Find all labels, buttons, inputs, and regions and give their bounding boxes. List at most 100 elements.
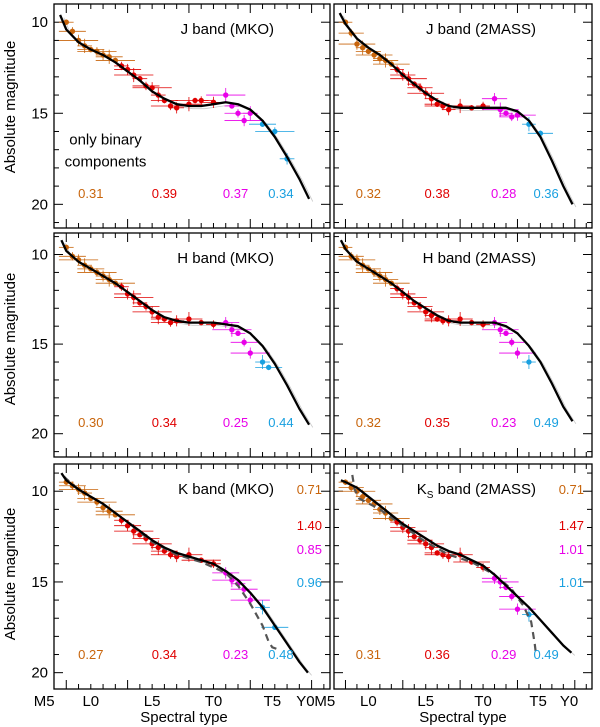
rms-label-right: 0.96 <box>297 575 322 590</box>
data-point <box>206 87 246 103</box>
point-marker <box>167 319 174 326</box>
rms-label-bottom: 0.44 <box>268 415 293 430</box>
data-point <box>522 355 536 370</box>
rms-label-bottom: 0.25 <box>223 415 248 430</box>
panel-6: M5 L0 L5 T0 T5 Y0 KS band (2MASS) 0.31 0.36 0.29 0… <box>314 463 593 710</box>
data-point <box>499 347 536 359</box>
data-point <box>169 102 185 114</box>
data-point <box>212 567 240 579</box>
point-marker <box>514 350 521 356</box>
point-marker <box>265 364 272 371</box>
point-marker <box>241 339 247 346</box>
rms-label-bottom: 0.34 <box>152 415 177 430</box>
panel-1: 10 15 20 J band (MKO) only binary components 0… <box>31 3 331 229</box>
point-marker <box>167 103 174 109</box>
data-point <box>230 338 258 347</box>
x-tick-label: T0 <box>205 693 223 710</box>
point-marker <box>497 327 503 333</box>
rms-label-bottom: 0.34 <box>268 186 293 201</box>
panel-title: K band (MKO) <box>178 481 274 498</box>
y-tick-label: 15 <box>31 105 48 122</box>
rms-label-right: 0.71 <box>297 482 322 497</box>
polynomial-fit-curve <box>338 12 574 205</box>
y-tick-label: 10 <box>31 247 48 264</box>
point-marker <box>509 593 515 600</box>
polynomial-fit-curve <box>339 239 574 422</box>
rms-label-right: 1.01 <box>559 542 584 557</box>
point-marker <box>167 552 174 558</box>
data-point <box>424 550 450 556</box>
point-marker <box>235 110 241 116</box>
x-tick-label: L5 <box>417 693 434 710</box>
polynomial-fit-curve <box>340 479 573 654</box>
data-point <box>255 127 295 136</box>
rms-label-bottom: 0.32 <box>356 186 381 201</box>
rms-label-bottom: 0.32 <box>356 415 381 430</box>
rms-label-bottom: 0.34 <box>152 647 177 662</box>
rms-label-bottom: 0.49 <box>533 415 558 430</box>
x-tick-label: T0 <box>474 693 492 710</box>
polynomial-fit-curve <box>60 472 309 674</box>
point-marker <box>186 316 192 322</box>
point-marker <box>503 110 509 116</box>
data-point <box>193 96 209 105</box>
rms-label-bottom: 0.30 <box>78 415 103 430</box>
panel-5: 10 15 20 M5 L0 L5 T0 T5 Y0 K band (MKO) 0.27 0.34 0.… <box>31 463 331 710</box>
panel-title: H band (2MASS) <box>423 250 536 267</box>
panel-3: 10 15 20 H band (MKO) 0.30 0.34 0.25 0.44 <box>31 232 331 458</box>
data-point <box>230 330 246 337</box>
x-tick-label: Y0 <box>296 693 314 710</box>
x-tick-label: M5 <box>314 693 335 710</box>
panel-title: KS band (2MASS) <box>417 481 536 501</box>
rms-label-bottom: 0.48 <box>268 647 293 662</box>
y-axis-label-middle: Absolute magnitude <box>2 273 19 406</box>
point-marker <box>241 117 247 124</box>
x-tick-label: L5 <box>144 693 161 710</box>
x-tick-label: T5 <box>264 693 282 710</box>
rms-label-right: 1.40 <box>297 518 322 533</box>
panel-frame <box>53 3 331 229</box>
rms-label-bottom: 0.23 <box>223 647 248 662</box>
panel-4: H band (2MASS) 0.32 0.35 0.23 0.49 <box>333 232 593 458</box>
rms-label-right: 0.85 <box>297 542 322 557</box>
point-marker <box>509 339 515 346</box>
annotation-text: only binary <box>69 132 142 149</box>
point-marker <box>503 330 509 337</box>
point-marker <box>272 128 278 135</box>
annotation-text: components <box>65 153 147 170</box>
y-tick-label: 20 <box>31 196 48 213</box>
data-point <box>499 592 525 601</box>
rms-label-bottom: 0.28 <box>491 186 516 201</box>
y-tick-label: 15 <box>31 336 48 353</box>
point-marker <box>491 95 498 102</box>
data-point <box>114 63 142 76</box>
data-point <box>58 27 86 36</box>
data-point <box>224 114 264 127</box>
point-marker <box>445 106 452 113</box>
rms-label-bottom: 0.39 <box>152 186 177 201</box>
point-marker <box>223 92 229 98</box>
panel-2: J band (2MASS) 0.32 0.38 0.28 0.36 <box>333 3 593 229</box>
x-tick-label: L0 <box>360 693 377 710</box>
point-marker <box>69 28 76 35</box>
rms-label-bottom: 0.38 <box>425 186 450 201</box>
dashed-fit-curve <box>351 474 537 653</box>
x-axis-label-right: Spectral type <box>419 709 507 726</box>
y-tick-label: 20 <box>31 426 48 443</box>
data-point <box>499 330 513 337</box>
x-tick-label: L0 <box>82 693 99 710</box>
data-point <box>481 93 508 105</box>
data-point <box>132 82 172 94</box>
rms-label-bottom: 0.37 <box>223 186 248 201</box>
rms-label-right: 1.47 <box>559 518 584 533</box>
point-marker <box>198 97 204 104</box>
panels-group: 10 15 20 J band (MKO) only binary components 0… <box>31 3 593 710</box>
point-marker <box>359 45 366 51</box>
x-tick-label: M5 <box>34 693 55 710</box>
data-point <box>58 254 99 266</box>
x-tick-label: T5 <box>529 693 547 710</box>
point-marker <box>526 359 532 365</box>
data-point <box>499 112 525 122</box>
data-point <box>230 594 270 606</box>
